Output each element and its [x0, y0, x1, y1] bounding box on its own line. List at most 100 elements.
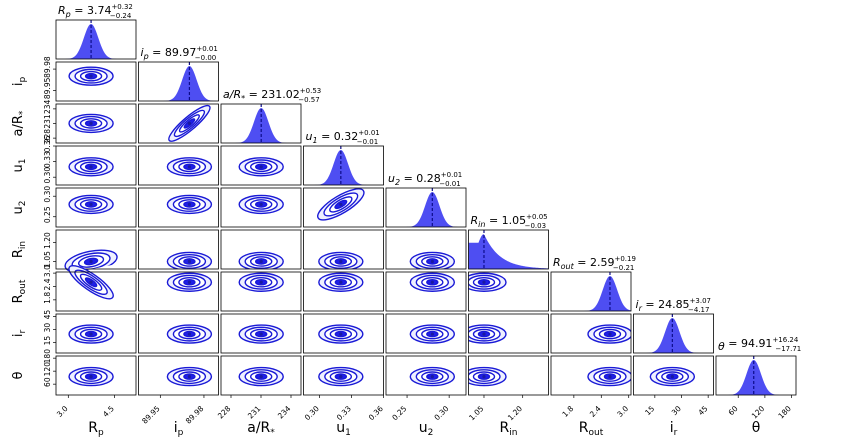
xlabel-R_in: Rin	[500, 420, 518, 438]
title-R_out: Rout = 2.59+0.19 −0.21	[553, 255, 636, 272]
xtick-label-6-2: 3.0	[615, 404, 630, 419]
panel-frame-3-0	[55, 145, 137, 186]
panel-frame-8-1	[138, 355, 219, 396]
panel-frame-4-3	[303, 187, 384, 228]
ytick-label-4-0: 0.30	[43, 186, 52, 203]
title-θ: θ = 94.91+16.24 −17.71	[718, 336, 801, 353]
ytick-label-1-0: 89.98	[43, 56, 52, 78]
panel-6-3	[303, 271, 384, 312]
panel-7-2	[220, 313, 302, 354]
point-8-0	[89, 375, 93, 379]
ytick-label-8-1: 120	[43, 362, 52, 377]
ytick-label-6-0: 3.0	[43, 265, 52, 277]
ytick-label-7-0: 45	[43, 310, 52, 320]
panel-4-2	[220, 187, 302, 228]
panel-5-1	[138, 229, 219, 270]
panel-frame-6-3	[303, 271, 384, 312]
panel-8-7	[633, 355, 714, 398]
xtick-label-7-1: 30	[670, 404, 683, 417]
panel-frame-5-0	[55, 229, 137, 270]
panel-frame-5-3	[303, 229, 384, 270]
point-2-0	[89, 121, 93, 126]
xtick-label-6-0: 1.8	[560, 404, 575, 419]
title-u_2: u2 = 0.28+0.01 −0.01	[388, 171, 462, 188]
panel-frame-2-1	[138, 103, 219, 144]
panel-7-1	[138, 313, 219, 354]
panel-frame-2-2	[220, 103, 302, 144]
panel-frame-8-3	[303, 355, 384, 396]
panel-6-2	[220, 271, 302, 312]
point-6-0	[89, 280, 93, 284]
point-7-0	[89, 332, 93, 336]
xtick-label-5-0: 1.05	[467, 404, 485, 422]
panel-frame-6-2	[220, 271, 302, 312]
ytick-label-5-1: 1.05	[43, 251, 52, 268]
marginal-R_out	[551, 276, 631, 311]
xlabel-a/R*: a/R*	[247, 420, 275, 438]
panel-frame-7-7	[633, 313, 714, 354]
panel-5-0	[53, 229, 137, 274]
point-7-5	[482, 332, 486, 336]
xtick-label-3-0: 0.30	[303, 404, 321, 422]
ylabel-u_2: u2	[11, 201, 28, 215]
panel-frame-6-4	[385, 271, 467, 312]
panel-1-0	[53, 61, 137, 102]
panel-8-4	[385, 355, 467, 398]
marginal-i_r	[633, 318, 714, 353]
panel-frame-3-3	[303, 145, 384, 186]
panel-frame-8-8	[715, 355, 797, 396]
xlabel-θ: θ	[752, 420, 761, 436]
xtick-label-0-1: 4.5	[101, 404, 116, 419]
ytick-label-3-1: 0.33	[43, 151, 52, 168]
point-7-6	[608, 332, 612, 336]
panel-frame-7-5	[468, 313, 549, 354]
panel-5-5	[468, 229, 549, 270]
point-5-2	[259, 259, 263, 264]
point-7-2	[259, 332, 263, 336]
point-8-7	[670, 375, 674, 379]
point-7-3	[339, 332, 343, 336]
point-5-3	[339, 259, 343, 264]
point-4-2	[259, 202, 263, 207]
ylabel-i_p: ip	[11, 77, 28, 87]
panel-8-3	[303, 355, 384, 398]
title-R_p: Rp = 3.74+0.32 −0.24	[58, 3, 133, 20]
xlabel-i_r: ir	[670, 420, 678, 438]
panel-frame-4-1	[138, 187, 219, 228]
panel-1-1	[138, 61, 219, 102]
panel-3-0	[53, 145, 137, 186]
ytick-label-3-2: 0.30	[43, 167, 52, 184]
xtick-label-2-1: 231	[246, 404, 263, 421]
panel-4-3	[303, 187, 384, 228]
panel-7-7	[633, 313, 714, 354]
ytick-label-1-1: 89.95	[43, 77, 52, 99]
panel-frame-5-5	[468, 229, 549, 270]
panel-frame-7-1	[138, 313, 219, 354]
xlabel-R_out: Rout	[579, 420, 604, 438]
panel-6-5	[468, 271, 549, 312]
marginal-i_p	[138, 66, 219, 101]
panel-0-0	[55, 19, 137, 60]
panel-8-5	[468, 355, 549, 398]
panel-frame-6-5	[468, 271, 549, 312]
panel-8-6	[550, 355, 632, 398]
marginal-u_2	[386, 192, 466, 227]
ytick-label-6-1: 2.4	[43, 278, 52, 290]
marginal-θ	[716, 360, 796, 395]
ytick-label-2-2: 228	[43, 129, 52, 144]
ylabel-R_in: Rin	[11, 241, 28, 258]
point-6-1	[187, 280, 192, 284]
ytick-label-3-0: 0.36	[43, 135, 52, 152]
panel-4-4	[385, 187, 467, 228]
panel-frame-5-2	[220, 229, 302, 270]
xlabel-u_2: u2	[419, 420, 434, 438]
point-6-5	[482, 280, 486, 284]
point-3-2	[259, 165, 263, 169]
panel-7-6	[550, 313, 632, 354]
point-6-3	[339, 280, 343, 284]
point-8-6	[608, 375, 612, 379]
panel-frame-7-2	[220, 313, 302, 354]
ytick-label-8-0: 180	[43, 349, 52, 364]
point-5-4	[430, 259, 434, 264]
xtick-label-2-0: 228	[216, 404, 233, 421]
